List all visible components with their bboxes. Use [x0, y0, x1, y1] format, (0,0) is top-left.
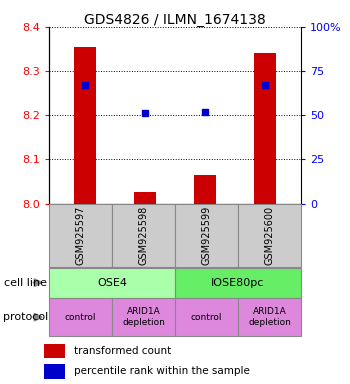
- Bar: [49, 298, 112, 336]
- Bar: [49, 204, 112, 267]
- Bar: [44, 364, 64, 379]
- Text: IOSE80pc: IOSE80pc: [211, 278, 265, 288]
- Text: transformed count: transformed count: [74, 346, 171, 356]
- Bar: [134, 192, 156, 204]
- Bar: [175, 204, 238, 267]
- Text: control: control: [65, 313, 96, 322]
- Bar: [194, 175, 216, 204]
- Text: GSM925597: GSM925597: [76, 205, 85, 265]
- Text: control: control: [191, 313, 222, 322]
- Text: cell line: cell line: [4, 278, 47, 288]
- Text: GSM925598: GSM925598: [139, 205, 148, 265]
- Text: OSE4: OSE4: [97, 278, 127, 288]
- Bar: [112, 298, 175, 336]
- Bar: [44, 344, 64, 358]
- Text: percentile rank within the sample: percentile rank within the sample: [74, 366, 250, 376]
- Text: GSM925599: GSM925599: [202, 205, 211, 265]
- Text: GDS4826 / ILMN_1674138: GDS4826 / ILMN_1674138: [84, 13, 266, 27]
- Bar: [238, 298, 301, 336]
- Bar: [74, 47, 96, 204]
- Text: ARID1A
depletion: ARID1A depletion: [122, 308, 165, 327]
- Text: protocol: protocol: [4, 312, 49, 322]
- Text: ARID1A
depletion: ARID1A depletion: [248, 308, 291, 327]
- Bar: [112, 204, 175, 267]
- Bar: [175, 298, 238, 336]
- Bar: [254, 53, 276, 204]
- Bar: [175, 268, 301, 298]
- Bar: [238, 204, 301, 267]
- Text: GSM925600: GSM925600: [265, 206, 274, 265]
- Bar: [49, 268, 175, 298]
